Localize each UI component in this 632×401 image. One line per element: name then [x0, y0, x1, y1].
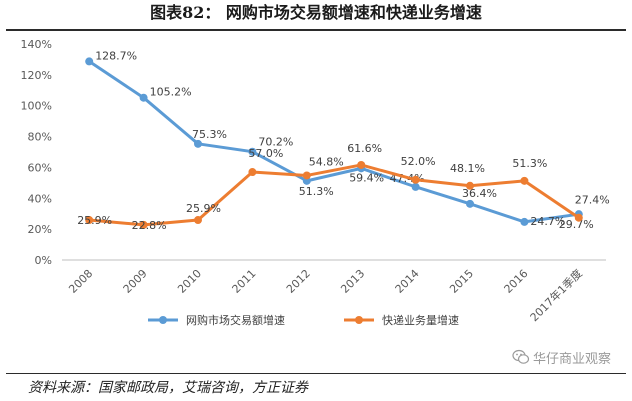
wechat-icon	[512, 349, 530, 364]
data-label: 70.2%	[258, 136, 293, 149]
legend-label: 网购市场交易额增速	[186, 313, 285, 327]
x-tick-label: 2012	[284, 267, 313, 296]
watermark-text: 华仔商业观察	[533, 351, 612, 367]
data-label: 48.1%	[450, 162, 485, 175]
data-label: 27.4%	[575, 194, 610, 207]
y-tick-label: 100%	[21, 100, 52, 113]
data-label: 25.9%	[186, 202, 221, 215]
data-point	[411, 175, 420, 184]
data-point	[139, 220, 148, 229]
y-tick-label: 80%	[28, 131, 52, 144]
data-label: 75.3%	[192, 128, 227, 141]
x-tick-label: 2009	[121, 267, 150, 296]
x-tick-label: 2016	[502, 267, 531, 296]
legend-marker	[159, 316, 167, 324]
data-label: 105.2%	[150, 86, 192, 99]
x-tick-label: 2011	[230, 267, 259, 296]
data-point	[85, 57, 94, 66]
series-line	[89, 163, 580, 227]
x-tick-label: 2015	[447, 267, 476, 296]
data-label: 29.7%	[559, 218, 594, 231]
data-label: 25.9%	[77, 214, 112, 227]
data-point	[520, 176, 529, 185]
data-label: 22.8%	[132, 219, 167, 232]
data-label: 51.3%	[512, 157, 547, 170]
data-point	[194, 139, 202, 148]
figure-caption: 图表82： 网购市场交易额增速和快递业务增速	[150, 3, 482, 22]
source-note: 资料来源：国家邮政局，艾瑞咨询，方正证券	[28, 380, 308, 396]
data-label: 51.3%	[299, 185, 334, 198]
y-tick-label: 0%	[35, 254, 52, 267]
data-point	[248, 168, 257, 177]
data-point	[139, 93, 148, 102]
data-point	[248, 147, 257, 156]
series-line	[88, 60, 580, 224]
data-point	[302, 171, 311, 180]
data-label: 128.7%	[95, 49, 137, 62]
data-point	[466, 199, 474, 208]
x-tick-label: 2014	[393, 267, 422, 296]
x-tick-label: 2013	[338, 267, 367, 296]
caption-rule	[6, 29, 626, 31]
data-label: 57.0%	[248, 147, 283, 160]
watermark: 华仔商业观察	[512, 347, 611, 367]
y-tick-label: 140%	[21, 38, 52, 51]
line-chart: 0% 20% 40% 60% 80% 100% 120% 140% 2008 2009 2010 20…	[21, 38, 610, 327]
footer-rule	[6, 373, 626, 374]
data-label: 54.8%	[309, 155, 344, 168]
data-label: 52.0%	[401, 155, 436, 168]
y-tick-label: 120%	[21, 69, 52, 82]
data-point	[574, 213, 583, 222]
data-point	[466, 181, 474, 190]
x-tick-label: 2010	[175, 267, 204, 296]
data-point	[194, 216, 202, 225]
legend-marker	[355, 316, 363, 324]
data-point	[85, 216, 94, 225]
y-tick-label: 60%	[28, 161, 52, 174]
data-point	[411, 182, 420, 191]
x-tick-label: 2017年1季度	[527, 266, 585, 324]
y-tick-label: 20%	[28, 223, 52, 236]
data-label: 36.4%	[462, 187, 497, 200]
y-tick-label: 40%	[28, 192, 52, 205]
data-label: 24.7%	[530, 215, 565, 228]
legend-label: 快递业务量增速	[382, 313, 459, 327]
data-label: 61.6%	[347, 142, 382, 155]
data-point	[357, 160, 366, 169]
data-label: 59.4%	[349, 171, 384, 184]
x-tick-label: 2008	[66, 267, 95, 296]
data-point	[520, 217, 529, 226]
